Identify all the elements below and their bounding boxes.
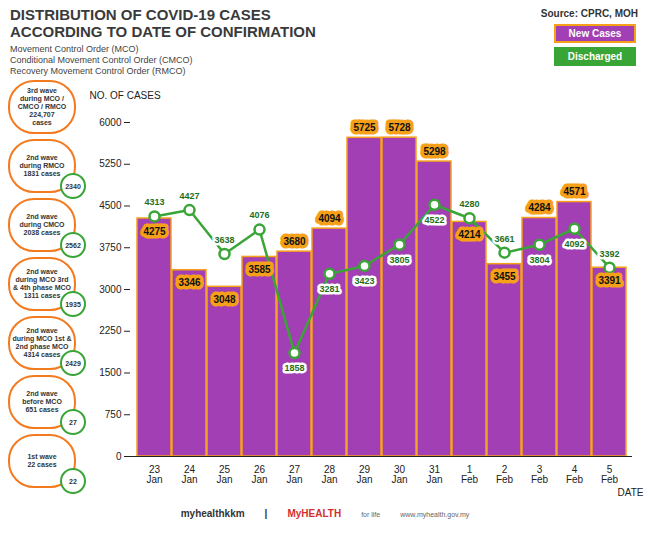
html-text:2562: 2562 xyxy=(65,241,81,249)
html-text:1311 cases: 1311 cases xyxy=(23,292,61,299)
svg-text:3281: 3281 xyxy=(319,284,339,294)
svg-text:4076: 4076 xyxy=(249,210,269,220)
svg-text:1500: 1500 xyxy=(99,367,122,378)
html-text:2038 cases: 2038 cases xyxy=(23,229,61,236)
svg-text:3455: 3455 xyxy=(493,271,516,282)
html-text:DISTRIBUTION OF COVID-19 CASES: DISTRIBUTION OF COVID-19 CASES xyxy=(10,6,271,23)
svg-text:4571: 4571 xyxy=(563,186,586,197)
svg-text:2250: 2250 xyxy=(99,325,122,336)
html-text:2nd wave: 2nd wave xyxy=(26,213,58,220)
html-text:1935: 1935 xyxy=(65,300,81,308)
html-text:2nd wave: 2nd wave xyxy=(26,154,58,161)
svg-text:6000: 6000 xyxy=(99,117,122,128)
html-text:during RMCO: during RMCO xyxy=(19,162,65,169)
svg-text:4427: 4427 xyxy=(179,191,199,201)
svg-text:0: 0 xyxy=(116,451,122,462)
svg-text:3585: 3585 xyxy=(248,264,271,275)
svg-text:3000: 3000 xyxy=(99,284,122,295)
svg-text:4094: 4094 xyxy=(318,213,341,224)
svg-text:4284: 4284 xyxy=(528,202,551,213)
svg-text:4500: 4500 xyxy=(99,200,122,211)
html-text:Recovery Movement Control Orde: Recovery Movement Control Order (RMCO) xyxy=(10,66,186,76)
svg-text:24Jan: 24Jan xyxy=(181,464,197,485)
html-text:2nd wave: 2nd wave xyxy=(26,268,58,275)
html-text:New Cases: New Cases xyxy=(568,28,622,39)
html-text:before MCO: before MCO xyxy=(22,398,62,405)
html-text:for life: for life xyxy=(361,511,381,518)
html-text:1831 cases: 1831 cases xyxy=(23,170,61,177)
svg-text:5728: 5728 xyxy=(388,122,411,133)
html-text:Conditional Movement Control O: Conditional Movement Control Order (CMCO… xyxy=(10,55,193,65)
html-text:during MCO 3rd: during MCO 3rd xyxy=(15,276,69,283)
svg-text:4092: 4092 xyxy=(564,239,584,249)
svg-text:25Jan: 25Jan xyxy=(216,464,232,485)
svg-text:5298: 5298 xyxy=(423,146,446,157)
svg-text:NO. OF CASES: NO. OF CASES xyxy=(90,90,161,101)
svg-text:3661: 3661 xyxy=(494,234,514,244)
svg-text:4Feb: 4Feb xyxy=(566,464,584,485)
svg-text:4214: 4214 xyxy=(458,229,481,240)
html-text:& 4th phase MCO: & 4th phase MCO xyxy=(13,284,71,291)
svg-text:3391: 3391 xyxy=(598,275,621,286)
html-text:3rd wave: 3rd wave xyxy=(27,87,57,94)
html-text:2nd wave: 2nd wave xyxy=(26,390,58,397)
html-text:2340: 2340 xyxy=(65,182,81,190)
svg-text:23Jan: 23Jan xyxy=(146,464,162,485)
html-text:ACCORDING TO DATE OF CONFIRMAT: ACCORDING TO DATE OF CONFIRMATION xyxy=(10,23,316,40)
svg-text:3804: 3804 xyxy=(529,255,549,265)
svg-text:26Jan: 26Jan xyxy=(251,464,267,485)
html-text:1st wave: 1st wave xyxy=(27,453,57,460)
svg-text:4280: 4280 xyxy=(459,199,479,209)
svg-text:2Feb: 2Feb xyxy=(496,464,514,485)
html-text:224,707: 224,707 xyxy=(29,111,55,118)
svg-text:3805: 3805 xyxy=(389,255,409,265)
svg-text:29Jan: 29Jan xyxy=(356,464,372,485)
svg-text:750: 750 xyxy=(105,409,122,420)
svg-text:28Jan: 28Jan xyxy=(321,464,337,485)
svg-text:3680: 3680 xyxy=(283,236,306,247)
svg-text:30Jan: 30Jan xyxy=(391,464,407,485)
html-text:22 cases: 22 cases xyxy=(27,461,57,468)
svg-text:5250: 5250 xyxy=(99,158,122,169)
html-text:22: 22 xyxy=(69,477,77,485)
svg-text:3638: 3638 xyxy=(214,235,234,245)
svg-text:4522: 4522 xyxy=(424,215,444,225)
html-text:2nd wave: 2nd wave xyxy=(26,327,58,334)
html-text:651 cases: 651 cases xyxy=(25,406,59,413)
svg-text:4313: 4313 xyxy=(144,197,164,207)
html-text:www.myhealth.gov.my: www.myhealth.gov.my xyxy=(400,511,470,518)
html-text:2nd phase MCO: 2nd phase MCO xyxy=(15,343,69,350)
html-text:during MCO 1st &: during MCO 1st & xyxy=(12,335,72,342)
html-text:Source: CPRC, MOH: Source: CPRC, MOH xyxy=(540,8,638,19)
html-text:CMCO / RMCO: CMCO / RMCO xyxy=(17,103,67,110)
html-text:MyHEALTH: MyHEALTH xyxy=(287,508,342,519)
svg-text:5Feb: 5Feb xyxy=(601,464,619,485)
svg-text:3750: 3750 xyxy=(99,242,122,253)
html-text:4314 cases: 4314 cases xyxy=(23,351,61,358)
html-text:Movement Control Order (MCO): Movement Control Order (MCO) xyxy=(10,44,139,54)
svg-text:27Jan: 27Jan xyxy=(286,464,302,485)
svg-text:4275: 4275 xyxy=(143,226,166,237)
html-text:Discharged: Discharged xyxy=(567,51,623,62)
svg-text:3392: 3392 xyxy=(599,249,619,259)
svg-text:1858: 1858 xyxy=(284,363,304,373)
svg-text:1Feb: 1Feb xyxy=(461,464,479,485)
html-text:2429: 2429 xyxy=(65,359,81,367)
html-text:cases: cases xyxy=(32,119,52,126)
svg-text:5725: 5725 xyxy=(353,122,376,133)
html-text:myhealthkkm: myhealthkkm xyxy=(180,508,245,519)
svg-text:31Jan: 31Jan xyxy=(426,464,442,485)
svg-text:3Feb: 3Feb xyxy=(531,464,549,485)
html-text:during CMCO: during CMCO xyxy=(19,221,65,228)
svg-text:3346: 3346 xyxy=(178,277,201,288)
html-text:27: 27 xyxy=(69,418,77,426)
html-text:during MCO /: during MCO / xyxy=(20,95,64,102)
svg-text:DATE: DATE xyxy=(618,487,644,498)
svg-text:3423: 3423 xyxy=(354,276,374,286)
svg-text:3048: 3048 xyxy=(213,294,236,305)
